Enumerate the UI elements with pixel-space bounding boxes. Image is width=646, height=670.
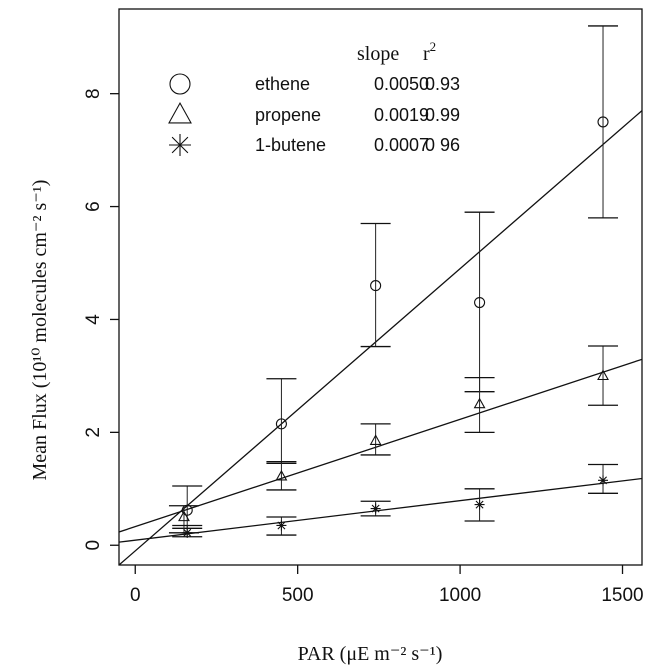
point-propene xyxy=(178,510,190,522)
x-tick-label: 0 xyxy=(130,585,141,606)
point-propene xyxy=(597,369,609,381)
y-tick-label: 8 xyxy=(83,88,104,99)
point-1-butene xyxy=(276,520,287,531)
legend-header-r2-exp: 2 xyxy=(430,39,437,54)
point-ethene xyxy=(370,280,382,292)
legend-symbol-propene xyxy=(168,101,192,124)
legend-r2-1-butene: 0 96 xyxy=(425,135,460,155)
legend-r2-propene: 0.99 xyxy=(425,105,460,125)
legend-r2-ethene: 0.93 xyxy=(425,74,460,94)
x-tick-label: 1500 xyxy=(601,585,643,606)
fit-line-propene xyxy=(119,358,642,533)
legend-header-r2: r2 xyxy=(423,39,436,65)
x-tick-label: 1000 xyxy=(439,585,481,606)
legend-header-slope: slope xyxy=(357,43,399,65)
x-tick-label: 500 xyxy=(282,585,314,606)
point-ethene xyxy=(474,296,486,309)
y-tick-label: 0 xyxy=(83,540,104,551)
point-propene xyxy=(275,469,288,481)
legend-symbol-1-butene xyxy=(169,134,191,156)
point-ethene xyxy=(275,418,287,430)
y-axis-label: Mean Flux (10¹⁰ molecules cm⁻² s⁻¹) xyxy=(29,180,51,481)
legend-slope-propene: 0.0019 xyxy=(374,105,429,125)
legend-name-ethene: ethene xyxy=(255,74,310,94)
legend-name-1-butene: 1-butene xyxy=(255,135,326,155)
y-tick-label: 6 xyxy=(83,201,104,212)
point-1-butene xyxy=(474,499,485,510)
legend-slope-ethene: 0.0050 xyxy=(374,74,429,94)
point-propene xyxy=(369,434,382,445)
point-1-butene xyxy=(370,503,381,514)
plot-frame xyxy=(118,8,643,566)
y-tick-label: 2 xyxy=(83,427,104,438)
y-tick-label: 4 xyxy=(83,314,104,325)
legend-name-propene: propene xyxy=(255,105,321,125)
chart-marks: 0 500 1000 1500 0 2 4 6 8 xyxy=(83,8,644,606)
fit-line-1-butene xyxy=(119,477,642,543)
point-ethene xyxy=(597,116,609,128)
fit-line-ethene xyxy=(119,110,642,565)
legend-symbol-ethene xyxy=(169,73,191,95)
legend-header-r2-base: r xyxy=(423,43,430,65)
point-1-butene xyxy=(182,527,193,538)
x-axis-label: PAR (μE m⁻² s⁻¹) xyxy=(298,643,443,665)
point-1-butene xyxy=(598,475,609,486)
legend-slope-1-butene: 0.0007 xyxy=(374,135,429,155)
point-propene xyxy=(473,397,486,409)
